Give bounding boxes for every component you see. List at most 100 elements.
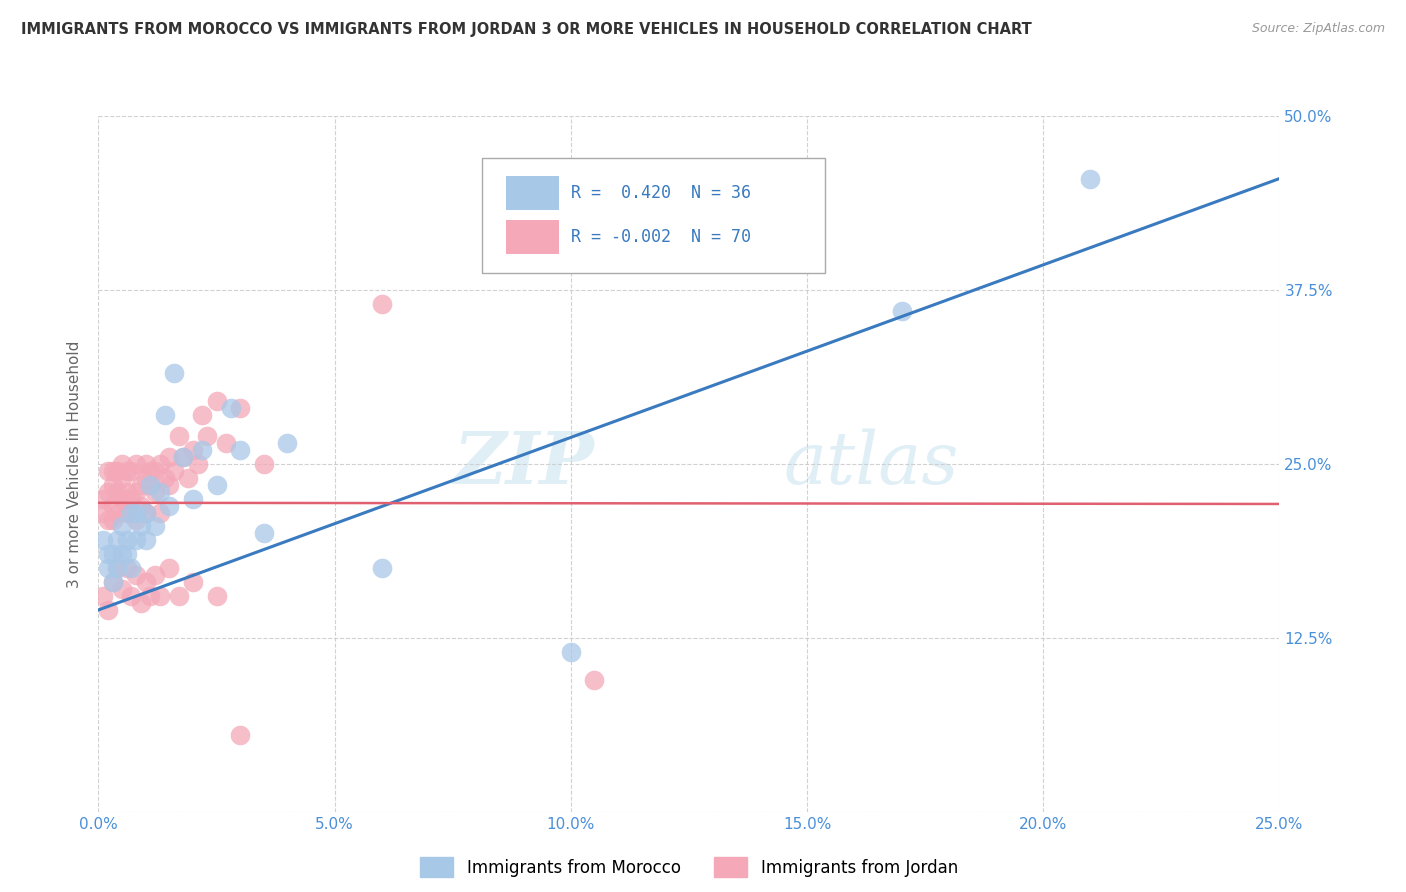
Text: IMMIGRANTS FROM MOROCCO VS IMMIGRANTS FROM JORDAN 3 OR MORE VEHICLES IN HOUSEHOL: IMMIGRANTS FROM MOROCCO VS IMMIGRANTS FR… <box>21 22 1032 37</box>
Point <box>97 603 120 617</box>
Point <box>205 589 228 603</box>
Point <box>191 442 214 457</box>
Point <box>172 450 194 464</box>
Point <box>121 506 143 520</box>
Point <box>115 464 138 478</box>
Point <box>229 442 252 457</box>
Point <box>125 506 148 520</box>
Point <box>139 464 162 478</box>
Point <box>121 464 143 478</box>
Point <box>105 506 128 520</box>
Point <box>371 297 394 311</box>
Point <box>105 561 128 575</box>
Point <box>205 477 228 491</box>
Point <box>97 464 120 478</box>
Text: atlas: atlas <box>783 428 959 500</box>
Point <box>125 512 148 526</box>
Point <box>111 582 134 596</box>
Point <box>121 561 143 575</box>
Point <box>115 547 138 561</box>
Point <box>101 547 124 561</box>
Point <box>135 575 157 590</box>
Point <box>195 429 218 443</box>
Point <box>135 506 157 520</box>
Point <box>101 575 124 590</box>
Point <box>115 561 138 575</box>
Point <box>135 471 157 485</box>
Point <box>181 442 204 457</box>
Point <box>191 408 214 422</box>
Point <box>101 575 124 590</box>
Legend: Immigrants from Morocco, Immigrants from Jordan: Immigrants from Morocco, Immigrants from… <box>413 851 965 883</box>
Point <box>125 533 148 548</box>
Point <box>163 464 186 478</box>
Point <box>167 589 190 603</box>
Point <box>129 477 152 491</box>
Point <box>143 519 166 533</box>
Point <box>97 512 120 526</box>
Point <box>153 408 176 422</box>
Point <box>97 547 120 561</box>
Point <box>371 561 394 575</box>
Point <box>105 561 128 575</box>
Point <box>101 499 124 513</box>
Text: Source: ZipAtlas.com: Source: ZipAtlas.com <box>1251 22 1385 36</box>
Point <box>101 512 124 526</box>
Point <box>560 645 582 659</box>
Point <box>135 457 157 471</box>
Point <box>253 457 276 471</box>
Bar <box>506 220 560 253</box>
Point <box>163 367 186 381</box>
Point <box>890 303 912 318</box>
Point <box>172 450 194 464</box>
Point <box>111 547 134 561</box>
Point <box>149 457 172 471</box>
Point <box>181 575 204 590</box>
Text: R =  0.420  N = 36: R = 0.420 N = 36 <box>571 184 751 202</box>
Point <box>105 484 128 499</box>
Point <box>139 589 162 603</box>
Point <box>125 484 148 499</box>
Point <box>153 471 176 485</box>
Point <box>215 436 238 450</box>
Text: ZIP: ZIP <box>454 428 595 500</box>
Point <box>97 561 120 575</box>
Point <box>121 506 143 520</box>
Point <box>1080 171 1102 186</box>
Point <box>121 491 143 506</box>
Point <box>253 526 276 541</box>
Point <box>115 533 138 548</box>
Point <box>205 394 228 409</box>
Point <box>105 533 128 548</box>
FancyBboxPatch shape <box>482 158 825 273</box>
Point <box>229 728 252 742</box>
Point <box>125 568 148 582</box>
Point <box>97 484 120 499</box>
Point <box>91 506 114 520</box>
Point <box>157 477 180 491</box>
Point <box>115 484 138 499</box>
Point <box>139 477 162 491</box>
Point <box>91 491 114 506</box>
Point <box>149 506 172 520</box>
Point <box>135 506 157 520</box>
Point <box>111 471 134 485</box>
Point <box>101 464 124 478</box>
Point <box>91 533 114 548</box>
Point <box>583 673 606 687</box>
Point <box>157 499 180 513</box>
Point <box>149 589 172 603</box>
Y-axis label: 3 or more Vehicles in Household: 3 or more Vehicles in Household <box>67 340 83 588</box>
Point <box>181 491 204 506</box>
Point <box>111 457 134 471</box>
Point <box>101 477 124 491</box>
Point <box>143 568 166 582</box>
Point <box>157 561 180 575</box>
Point <box>177 471 200 485</box>
Point <box>129 519 152 533</box>
Point <box>219 401 242 416</box>
Bar <box>506 177 560 210</box>
Point <box>157 450 180 464</box>
Point <box>111 491 134 506</box>
Point <box>91 589 114 603</box>
